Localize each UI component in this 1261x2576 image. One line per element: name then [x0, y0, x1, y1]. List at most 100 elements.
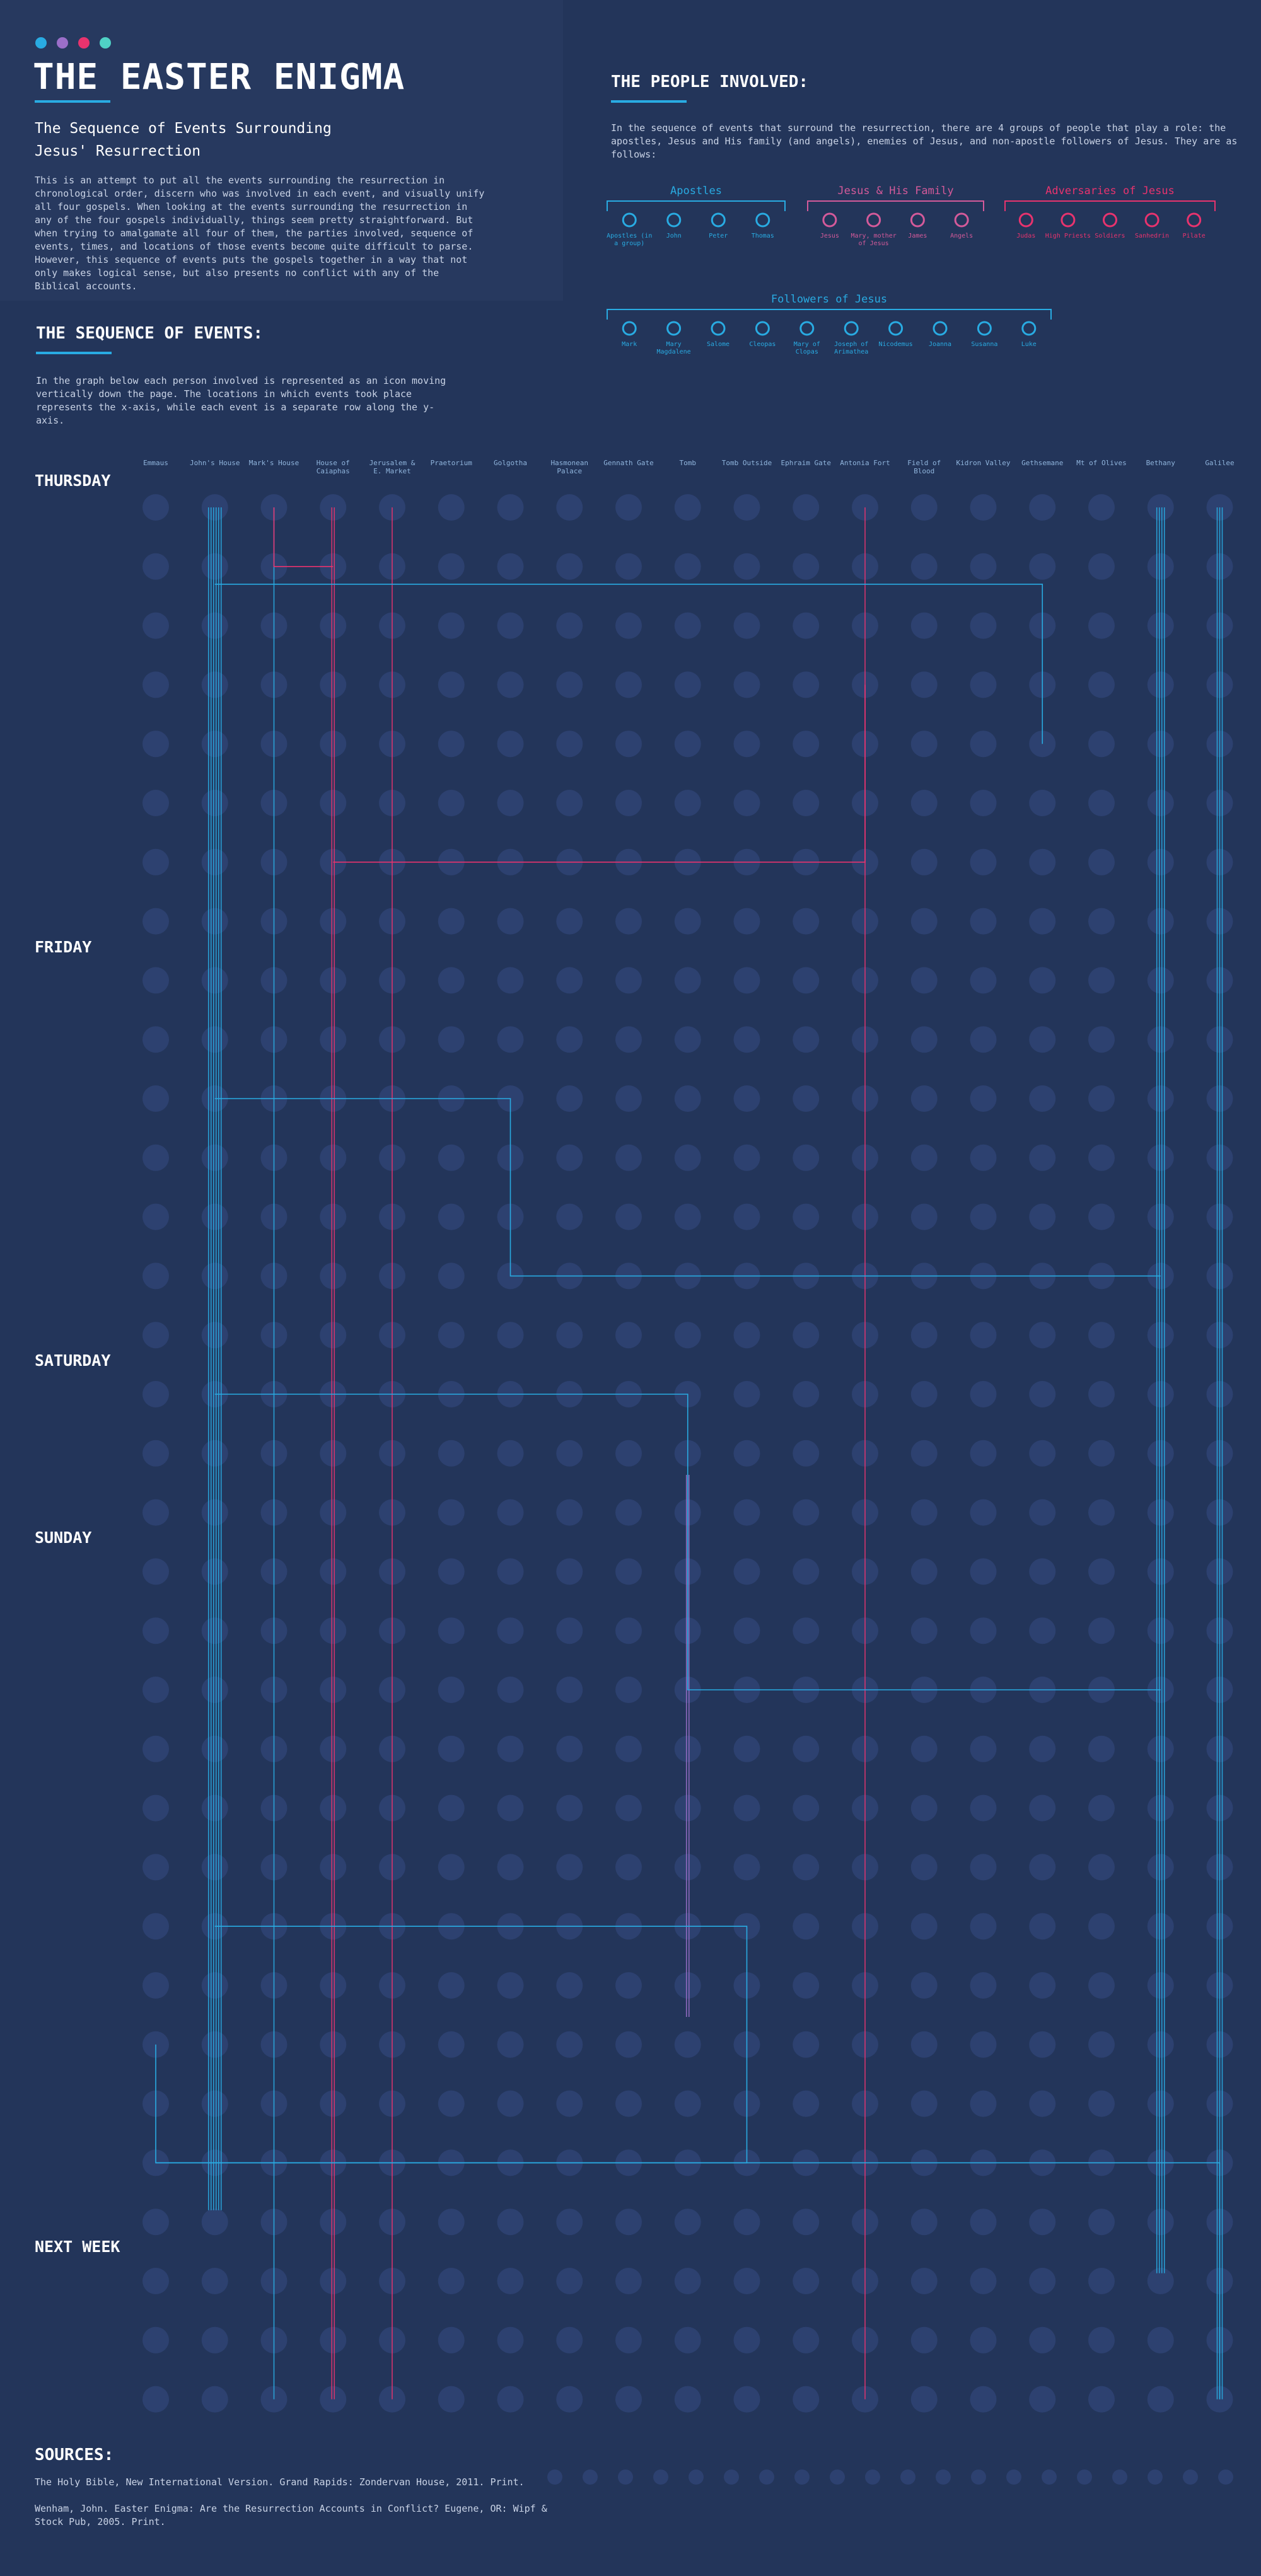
event-slot — [615, 671, 642, 698]
event-slot — [142, 1794, 169, 1822]
event-slot — [615, 731, 642, 758]
event-slot — [201, 908, 228, 935]
event-slot — [320, 967, 347, 994]
event-slot — [615, 1144, 642, 1171]
event-slot — [1088, 1558, 1115, 1585]
event-slot — [142, 1144, 169, 1171]
event-slot — [1147, 1203, 1174, 1230]
member-name: Mary of Clopas — [793, 341, 820, 355]
event-slot — [1029, 2031, 1056, 2058]
event-slot — [674, 967, 701, 994]
event-slot — [910, 1322, 938, 1349]
location-label: Jerusalem & E. Market — [369, 459, 415, 475]
member-name: Nicodemus — [878, 341, 913, 348]
event-slot — [970, 1913, 997, 1940]
event-slot — [320, 1617, 347, 1644]
footer-dot — [1006, 2469, 1021, 2485]
event-slot — [970, 1440, 997, 1467]
event-slot — [1147, 494, 1174, 521]
event-slot — [438, 1735, 465, 1762]
event-slot — [733, 1735, 760, 1762]
event-slot — [674, 731, 701, 758]
event-slot — [1029, 1617, 1056, 1644]
event-slot — [615, 1677, 642, 1703]
event-slot — [674, 2031, 701, 2058]
event-slot — [970, 1322, 997, 1349]
event-slot — [910, 1085, 938, 1112]
event-slot — [970, 1794, 997, 1822]
event-slot — [793, 494, 820, 521]
footer-dot — [689, 2469, 704, 2485]
member-name: High Priests — [1045, 233, 1091, 240]
event-slot — [201, 2090, 228, 2117]
footer-dot — [653, 2469, 668, 2485]
event-slot — [438, 2326, 465, 2354]
event-slot — [438, 1026, 465, 1053]
event-slot — [142, 1440, 169, 1467]
event-slot — [615, 1085, 642, 1112]
member-name: Angels — [950, 233, 973, 240]
people-heading: THE PEOPLE INVOLVED: — [611, 72, 809, 91]
event-slot — [497, 1440, 524, 1467]
event-slot — [793, 2268, 820, 2294]
member-name: Luke — [1021, 341, 1037, 348]
event-slot — [201, 2209, 228, 2236]
event-slot — [970, 2209, 997, 2236]
source-2: Wenham, John. Easter Enigma: Are the Res… — [35, 2503, 547, 2527]
event-slot — [970, 1381, 997, 1407]
member-name: Cleopas — [749, 341, 776, 348]
event-slot — [910, 1203, 938, 1230]
event-slot — [556, 1972, 583, 1999]
event-slot — [497, 1735, 524, 1762]
location-label: Antonia Fort — [840, 459, 890, 467]
event-slot — [556, 2209, 583, 2236]
event-slot — [793, 1026, 820, 1053]
header-dot — [78, 37, 90, 49]
member-icon — [622, 321, 637, 336]
event-slot — [970, 1144, 997, 1171]
location-label: Field of Blood — [907, 459, 941, 475]
event-slot — [1029, 553, 1056, 580]
event-slot — [438, 2268, 465, 2294]
member-icon — [711, 212, 726, 228]
event-slot — [793, 1144, 820, 1171]
event-slot — [615, 1499, 642, 1526]
event-slot — [201, 1854, 228, 1881]
footer-dot — [759, 2469, 774, 2485]
event-slot — [674, 612, 701, 639]
event-slot — [142, 1322, 169, 1349]
event-slot — [142, 908, 169, 935]
event-slot — [497, 671, 524, 698]
event-slot — [615, 2090, 642, 2117]
location-label: Galilee — [1205, 459, 1235, 467]
event-slot — [320, 612, 347, 639]
member-icon — [954, 212, 969, 228]
event-slot — [1147, 2268, 1174, 2294]
header-panel — [0, 0, 563, 301]
event-slot — [615, 494, 642, 521]
event-slot — [497, 2209, 524, 2236]
event-slot — [615, 553, 642, 580]
group-bracket — [607, 200, 786, 211]
event-slot — [142, 1499, 169, 1526]
event-slot — [910, 2031, 938, 2058]
event-slot — [910, 908, 938, 935]
event-slot — [142, 1381, 169, 1407]
person-path — [155, 2044, 1221, 2400]
member-name: Mark — [622, 341, 637, 348]
group-name: Adversaries of Jesus — [1045, 185, 1175, 197]
event-slot — [1147, 1913, 1174, 1940]
event-slot — [910, 731, 938, 758]
event-slot — [201, 1677, 228, 1703]
event-slot — [970, 2090, 997, 2117]
event-slot — [1088, 671, 1115, 698]
event-slot — [910, 671, 938, 698]
event-slot — [793, 2326, 820, 2354]
footer-dot — [794, 2469, 810, 2485]
event-slot — [438, 967, 465, 994]
member-name: Mary Magdalene — [656, 341, 691, 355]
event-slot — [142, 790, 169, 816]
event-slot — [497, 553, 524, 580]
event-slot — [970, 1735, 997, 1762]
member-icon — [1103, 212, 1117, 228]
